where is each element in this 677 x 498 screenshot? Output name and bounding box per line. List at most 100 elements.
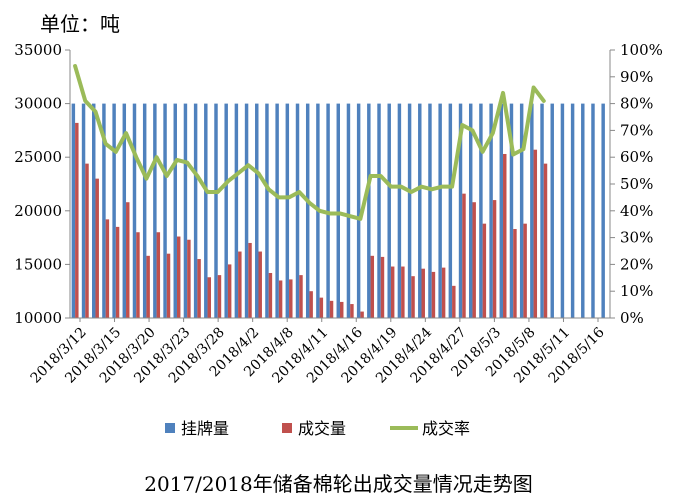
bar-挂牌量-18: [255, 103, 259, 318]
bar-成交量-37: [452, 285, 456, 318]
bar-挂牌量-28: [356, 103, 361, 318]
bar-挂牌量-14: [214, 103, 218, 318]
bar-成交量-40: [482, 223, 487, 318]
y2-tick-label: 60%: [620, 148, 653, 166]
bar-成交量-17: [248, 242, 252, 318]
bar-挂牌量-5: [122, 103, 127, 318]
bar-挂牌量-39: [468, 103, 473, 318]
bar-挂牌量-27: [346, 103, 351, 318]
legend-swatch-挂牌量: [165, 423, 175, 433]
y2-tick-label: 50%: [620, 175, 653, 193]
bar-成交量-15: [227, 264, 232, 318]
bar-成交量-34: [421, 268, 425, 318]
bar-挂牌量-36: [438, 103, 442, 318]
bar-成交量-21: [289, 279, 293, 318]
unit-label: 单位：吨: [40, 12, 120, 36]
bar-成交量-2: [95, 178, 99, 318]
bar-挂牌量-40: [479, 103, 483, 318]
bar-挂牌量-23: [305, 103, 310, 318]
bar-成交量-26: [340, 301, 344, 318]
bar-成交量-3: [105, 219, 110, 318]
bar-挂牌量-52: [601, 103, 605, 318]
bar-成交量-32: [401, 266, 405, 318]
bar-成交量-42: [503, 153, 507, 318]
bar-挂牌量-31: [387, 103, 391, 318]
legend-label-成交量: 成交量: [298, 419, 346, 438]
y-tick-label: 15000: [14, 255, 62, 273]
bar-成交量-25: [329, 300, 334, 318]
bar-挂牌量-33: [407, 103, 412, 318]
bar-成交量-30: [380, 256, 385, 318]
bar-成交量-27: [350, 304, 354, 318]
line-成交率: [73, 64, 546, 221]
bar-成交量-38: [462, 193, 466, 318]
bar-成交量-0: [75, 122, 79, 319]
y2-tick-label: 30%: [620, 229, 653, 247]
bar-挂牌量-26: [336, 103, 340, 318]
y2-tick-label: 90%: [620, 68, 653, 86]
y-tick-label: 10000: [14, 309, 62, 327]
bar-挂牌量-46: [540, 103, 544, 318]
bar-挂牌量-21: [285, 103, 290, 318]
bar-挂牌量-20: [275, 103, 279, 318]
bar-挂牌量-47: [550, 103, 554, 318]
bar-成交量-33: [411, 276, 415, 318]
y-tick-label: 20000: [14, 202, 62, 220]
y-tick-label: 30000: [14, 95, 62, 113]
bar-成交量-18: [258, 251, 262, 318]
bar-成交量-44: [523, 223, 527, 318]
bar-成交量-13: [207, 277, 212, 318]
bar-挂牌量-51: [591, 103, 595, 318]
bar-挂牌量-38: [458, 103, 463, 318]
bar-挂牌量-42: [499, 103, 504, 318]
bar-挂牌量-22: [295, 103, 300, 318]
bar-挂牌量-30: [377, 103, 381, 318]
bar-成交量-6: [136, 232, 140, 318]
bar-挂牌量-48: [560, 103, 565, 318]
y2-tick-label: 40%: [620, 202, 653, 220]
plot-area: [71, 64, 605, 319]
bar-挂牌量-4: [112, 103, 116, 318]
bar-挂牌量-2: [92, 103, 96, 318]
bar-成交量-14: [217, 275, 222, 318]
bar-挂牌量-50: [581, 103, 585, 318]
bar-成交量-23: [309, 291, 313, 318]
chart-caption: 2017/2018年储备棉轮出成交量情况走势图: [144, 472, 533, 496]
bar-成交量-9: [166, 253, 171, 318]
y2-tick-label: 0%: [620, 309, 644, 327]
legend: 挂牌量 成交量 成交率: [165, 419, 470, 438]
bar-成交量-46: [543, 163, 548, 318]
y2-tick-label: 10%: [620, 282, 653, 300]
legend-swatch-成交量: [282, 423, 292, 433]
bar-成交量-28: [360, 311, 364, 318]
bar-成交量-8: [156, 232, 161, 318]
bar-挂牌量-25: [326, 103, 330, 318]
bar-成交量-31: [390, 266, 395, 318]
bar-成交量-12: [197, 259, 201, 318]
bar-成交量-43: [513, 229, 517, 318]
bar-挂牌量-16: [234, 103, 239, 318]
bar-挂牌量-37: [448, 103, 453, 318]
bar-挂牌量-13: [204, 103, 208, 318]
bar-成交量-29: [370, 255, 375, 318]
bar-成交量-1: [85, 163, 89, 318]
bar-挂牌量-45: [530, 103, 534, 318]
bar-挂牌量-17: [244, 103, 249, 318]
bar-挂牌量-19: [265, 103, 269, 318]
bar-挂牌量-6: [132, 103, 137, 318]
bar-挂牌量-32: [397, 103, 402, 318]
bar-挂牌量-43: [509, 103, 514, 318]
bar-成交量-45: [533, 149, 538, 318]
bar-挂牌量-29: [367, 103, 371, 318]
bar-挂牌量-1: [81, 103, 86, 318]
y-tick-label: 25000: [14, 148, 62, 166]
y2-tick-label: 70%: [620, 121, 653, 139]
bar-挂牌量-0: [71, 103, 76, 318]
bar-成交量-41: [492, 200, 497, 318]
bar-成交量-4: [115, 226, 120, 318]
bar-成交量-16: [238, 251, 242, 318]
y2-tick-label: 20%: [620, 255, 653, 273]
bar-成交量-5: [126, 202, 130, 318]
